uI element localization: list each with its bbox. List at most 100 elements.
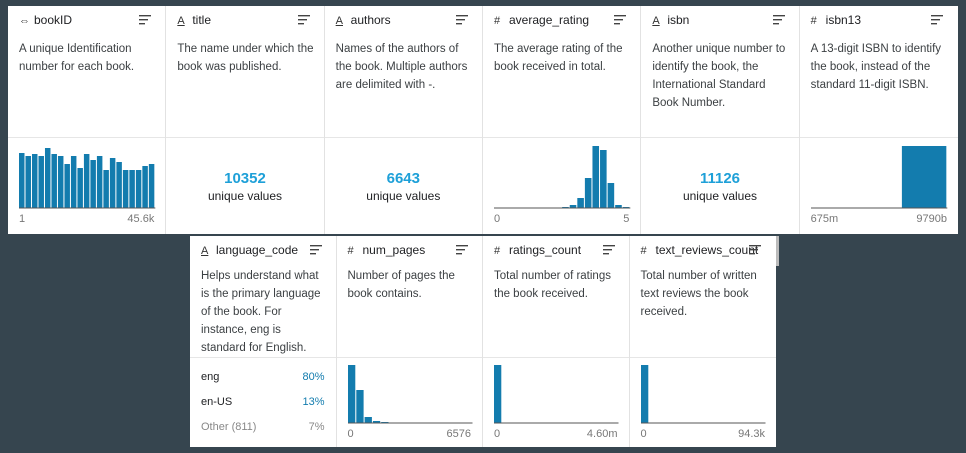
- column: # num_pages Number of pages the book conta…: [336, 236, 483, 447]
- histogram-bar: [57, 156, 64, 208]
- sort-line: [602, 253, 609, 255]
- column-name: isbn13: [825, 13, 862, 27]
- divider: [799, 137, 958, 138]
- sort-icon[interactable]: [455, 15, 468, 25]
- histogram: [347, 365, 472, 424]
- top-panel: ⇔ bookID A unique Identification number fo…: [8, 6, 958, 234]
- histogram-bar: [96, 156, 103, 208]
- max-label: 4.60m: [586, 428, 618, 440]
- sort-icon[interactable]: [309, 245, 322, 255]
- histogram-bar: [347, 365, 355, 423]
- sort-line: [456, 245, 468, 247]
- sort-line: [614, 23, 621, 25]
- sort-line: [614, 15, 627, 17]
- unique-summary: 6643 unique values: [325, 170, 482, 203]
- description: A unique Identification number for each …: [19, 43, 135, 73]
- top-value-percent: 7%: [308, 421, 325, 433]
- sort-line: [139, 19, 149, 21]
- sort-line: [749, 245, 761, 247]
- type-icon: ⇔: [19, 15, 30, 27]
- histogram: [810, 146, 947, 209]
- histogram-bar: [607, 183, 615, 208]
- sort-line: [749, 253, 755, 255]
- min-label: 0: [494, 213, 501, 225]
- type-icon: #: [494, 245, 501, 257]
- histogram-bar: [103, 170, 109, 208]
- unique-summary: 10352 unique values: [166, 170, 323, 203]
- histogram-bar: [64, 164, 70, 208]
- histogram-bar: [116, 162, 122, 208]
- description: The name under which the book was publis…: [177, 43, 314, 73]
- histogram: [19, 148, 156, 209]
- histogram-bar: [640, 365, 648, 423]
- histogram-bar: [25, 156, 31, 208]
- unique-summary: 11126 unique values: [641, 170, 798, 203]
- column-header: # ratings_count: [494, 243, 581, 257]
- description: Helps understand what is the primary lan…: [201, 270, 321, 354]
- min-label: 675m: [810, 213, 839, 225]
- column-header: # text_reviews_count: [641, 243, 759, 257]
- histogram-bar: [364, 417, 372, 423]
- sort-icon[interactable]: [602, 245, 615, 255]
- histogram: [494, 365, 619, 424]
- column: # ratings_count Total number of ratings th…: [483, 236, 630, 447]
- histogram-bar: [901, 146, 946, 208]
- divider: [324, 137, 482, 138]
- sort-icon[interactable]: [930, 15, 943, 25]
- sort-line: [309, 245, 322, 247]
- column-name: num_pages: [362, 243, 426, 257]
- sort-line: [602, 245, 615, 247]
- column-name: title: [192, 13, 212, 27]
- max-label: 9790b: [916, 213, 947, 225]
- sort-icon[interactable]: [139, 15, 152, 25]
- histogram-bar: [109, 158, 116, 208]
- sort-icon[interactable]: [297, 15, 310, 25]
- sort-line: [455, 19, 465, 21]
- sort-line: [297, 23, 304, 25]
- divider: [336, 357, 482, 358]
- histogram-bar: [600, 150, 607, 208]
- top-value-label: en-US: [201, 396, 233, 408]
- top-value-percent: 13%: [302, 396, 325, 408]
- scrollbar: [776, 236, 779, 266]
- sort-line: [456, 249, 465, 251]
- histogram-bar: [372, 421, 380, 423]
- column-header: ⇔ bookID: [19, 13, 72, 27]
- unique-count: 11126: [699, 170, 741, 187]
- description: The average rating of the book received …: [494, 43, 623, 73]
- max-label: 5: [623, 213, 630, 225]
- type-icon: #: [640, 245, 647, 257]
- histogram-bar: [494, 365, 502, 423]
- description: A 13-digit ISBN to identify the book, in…: [810, 43, 942, 91]
- sort-line: [614, 19, 624, 21]
- column-header: # average_rating: [494, 13, 589, 27]
- sort-line: [749, 249, 758, 251]
- unique-label: unique values: [366, 189, 441, 203]
- sort-line: [772, 23, 779, 25]
- column-name: isbn: [667, 13, 690, 27]
- sort-icon[interactable]: [772, 15, 785, 25]
- column: # average_rating The average rating of the…: [483, 6, 642, 234]
- sort-line: [139, 15, 152, 17]
- histogram-bar: [38, 156, 44, 208]
- histogram-bar: [83, 154, 90, 208]
- divider: [483, 137, 641, 138]
- sort-icon[interactable]: [456, 245, 468, 255]
- column-name: text_reviews_count: [655, 243, 759, 257]
- type-icon: #: [810, 15, 817, 27]
- divider: [190, 357, 336, 358]
- type-icon: #: [347, 245, 354, 257]
- divider: [641, 137, 799, 138]
- histogram-bar: [70, 156, 77, 208]
- sort-line: [455, 15, 468, 17]
- description: Total number of ratings the book receive…: [494, 270, 611, 300]
- sort-icon[interactable]: [614, 15, 627, 25]
- histogram-bar: [31, 154, 38, 208]
- sort-icon[interactable]: [749, 245, 761, 255]
- histogram-bar: [569, 205, 577, 208]
- histogram-bar: [90, 160, 96, 208]
- description: Names of the authors of the book. Multip…: [335, 43, 468, 91]
- column-header: # isbn13: [811, 13, 861, 27]
